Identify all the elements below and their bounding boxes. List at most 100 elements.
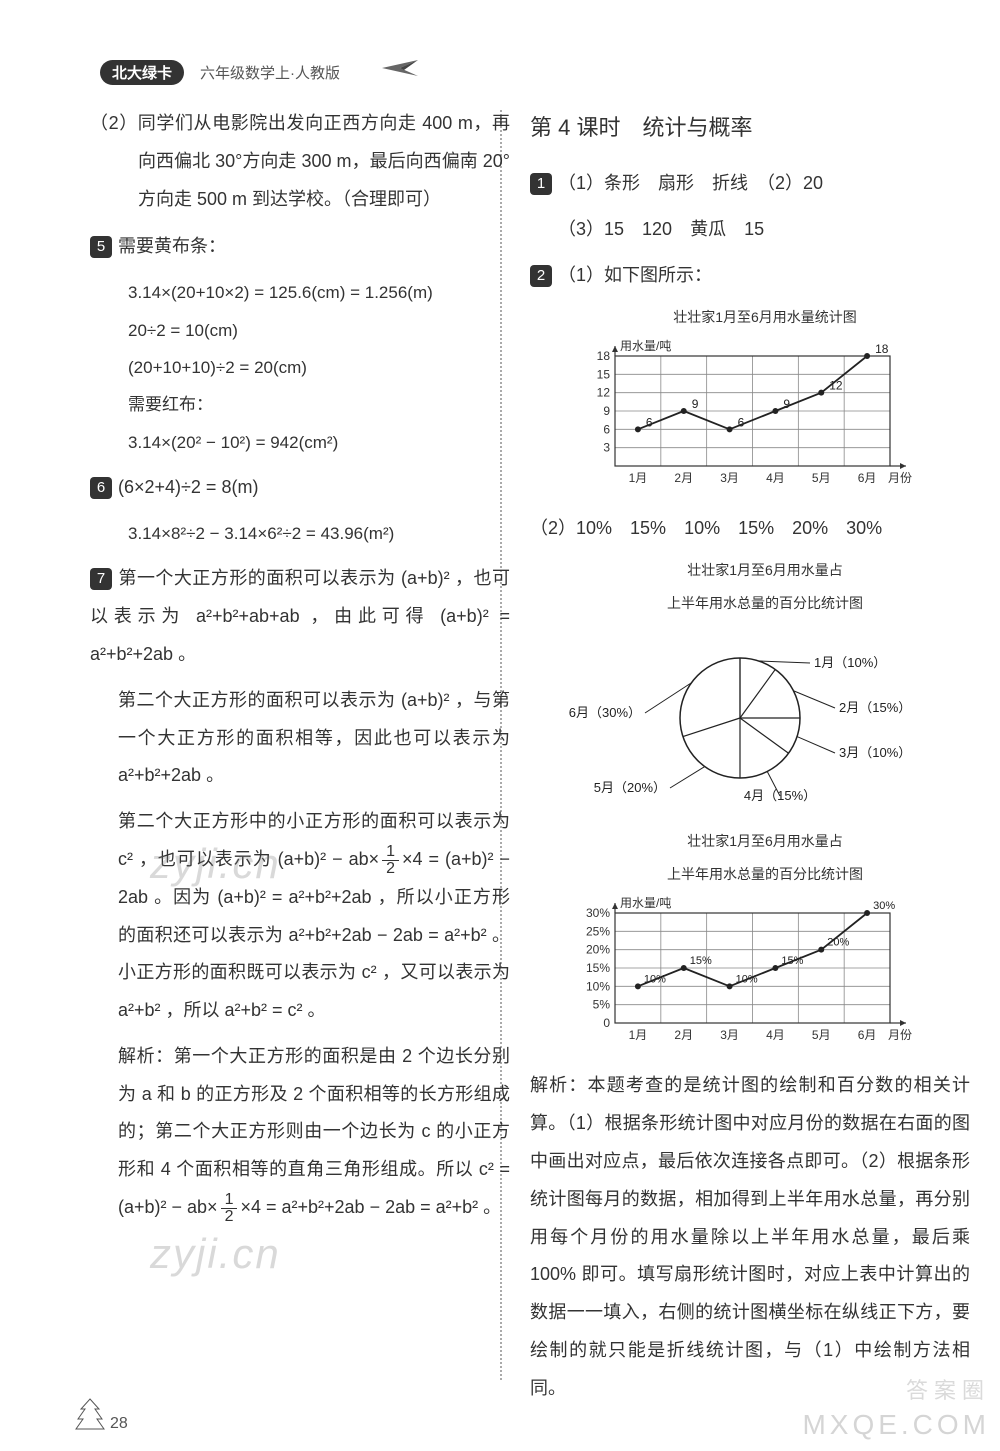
svg-text:5%: 5% xyxy=(593,998,611,1012)
svg-text:6月: 6月 xyxy=(858,471,877,485)
svg-text:3: 3 xyxy=(603,441,610,455)
svg-text:2月: 2月 xyxy=(674,471,693,485)
page-header: 北大绿卡 六年级数学上·人教版 xyxy=(0,20,1000,90)
svg-text:4月: 4月 xyxy=(766,471,785,485)
svg-text:5月: 5月 xyxy=(812,1028,831,1042)
svg-text:9: 9 xyxy=(692,397,699,411)
svg-text:1月: 1月 xyxy=(629,471,648,485)
svg-text:30%: 30% xyxy=(873,900,895,912)
analysis: 解析：本题考查的是统计图的绘制和百分数的相关计算。（1）根据条形统计图中对应月份… xyxy=(530,1067,970,1407)
chart3-svg: 用水量/吨 0 5% 10% 15% 20% 25% 30% 1月 2月 3月 4月 5月 6月月份 10%… xyxy=(560,893,920,1053)
num-5: 5 xyxy=(90,236,112,258)
fraction-half-2: 12 xyxy=(221,1192,238,1225)
chart1-title: 壮壮家1月至6月用水量统计图 xyxy=(560,303,970,332)
svg-text:10%: 10% xyxy=(644,974,666,986)
watermark-mid-1: zyji.cn xyxy=(150,840,281,888)
page-number: 28 xyxy=(110,1415,128,1433)
pie-chart: 壮壮家1月至6月用水量占 上半年用水总量的百分比统计图 1月（10%） 2月（15… xyxy=(560,556,970,813)
svg-text:用水量/吨: 用水量/吨 xyxy=(620,896,671,910)
num-r1: 1 xyxy=(530,173,552,195)
svg-text:4月（15%）: 4月（15%） xyxy=(744,788,816,803)
svg-text:1月: 1月 xyxy=(629,1028,648,1042)
num-6: 6 xyxy=(90,477,112,499)
question-7-p1: 7第一个大正方形的面积可以表示为 (a+b)² ，也可以表示为 a²+b²+ab… xyxy=(90,560,510,673)
r-q1-a: 1（1）条形 扇形 折线 （2）20 xyxy=(530,165,970,203)
num-r2: 2 xyxy=(530,265,552,287)
pie-title1: 壮壮家1月至6月用水量占 xyxy=(560,556,970,585)
svg-text:15: 15 xyxy=(597,367,611,381)
paper-plane-icon xyxy=(380,58,420,78)
r-q1-b: （3）15 120 黄瓜 15 xyxy=(530,211,970,249)
q7-p2: 第二个大正方形的面积可以表示为 (a+b)² ，与第一个大正方形的面积相等，因此… xyxy=(90,682,510,795)
svg-text:18: 18 xyxy=(597,349,611,363)
chart3-title2: 上半年用水总量的百分比统计图 xyxy=(560,860,970,889)
svg-text:1月（10%）: 1月（10%） xyxy=(814,655,886,670)
svg-text:20%: 20% xyxy=(586,943,610,957)
tree-icon xyxy=(75,1397,105,1431)
q6-calc-2: 3.14×8²÷2 − 3.14×6²÷2 = 43.96(m²) xyxy=(90,515,510,552)
q7-p4-b: ×4 = a²+b²+2ab − 2ab = a²+b² 。 xyxy=(240,1197,501,1217)
svg-text:月份: 月份 xyxy=(888,471,912,485)
svg-text:0: 0 xyxy=(603,1016,610,1030)
svg-text:15%: 15% xyxy=(690,955,712,967)
svg-text:12: 12 xyxy=(829,379,843,393)
question-2: （2）同学们从电影院出发向正西方向走 400 m，再向西偏北 30°方向走 30… xyxy=(90,105,510,218)
svg-text:6: 6 xyxy=(603,422,610,436)
right-column: 第 4 课时 统计与概率 1（1）条形 扇形 折线 （2）20 （3）15 12… xyxy=(530,105,970,1416)
svg-text:15%: 15% xyxy=(781,955,803,967)
series-badge: 北大绿卡 xyxy=(100,60,184,85)
q7-p4: 解析：第一个大正方形的面积是由 2 个边长分别为 a 和 b 的正方形及 2 个… xyxy=(90,1038,510,1227)
svg-text:3月（10%）: 3月（10%） xyxy=(839,745,911,760)
svg-text:20%: 20% xyxy=(827,937,849,949)
svg-text:15%: 15% xyxy=(586,961,610,975)
svg-text:3月: 3月 xyxy=(720,1028,739,1042)
q5-calc-3: (20+10+10)÷2 = 20(cm) xyxy=(90,349,510,386)
chart1-svg: 用水量/吨 3 6 9 12 15 18 1月 2月 3月 4月 5月 6月月份 6 9 6 9 12 18 xyxy=(560,336,920,496)
svg-text:12: 12 xyxy=(597,386,611,400)
q6-calc-1: (6×2+4)÷2 = 8(m) xyxy=(118,477,258,497)
q5-text: 需要黄布条： xyxy=(118,236,226,256)
r-q2-b: （2）10% 15% 10% 15% 20% 30% xyxy=(530,510,970,548)
pie-title2: 上半年用水总量的百分比统计图 xyxy=(560,589,970,618)
svg-text:25%: 25% xyxy=(586,925,610,939)
svg-text:5月（20%）: 5月（20%） xyxy=(594,780,666,795)
svg-text:3月: 3月 xyxy=(720,471,739,485)
watermark-cn: 答案圈 xyxy=(906,1373,990,1405)
svg-text:18: 18 xyxy=(875,342,889,356)
lesson-title: 第 4 课时 统计与概率 xyxy=(530,105,970,151)
chart3-title1: 壮壮家1月至6月用水量占 xyxy=(560,827,970,856)
svg-text:2月（15%）: 2月（15%） xyxy=(839,700,911,715)
r-q2-a: 2（1）如下图所示： xyxy=(530,257,970,295)
left-column: （2）同学们从电影院出发向正西方向走 400 m，再向西偏北 30°方向走 30… xyxy=(90,105,510,1235)
svg-text:6: 6 xyxy=(646,415,653,429)
q7-p3: 第二个大正方形中的小正方形的面积可以表示为 c² ，也可以表示为 (a+b)² … xyxy=(90,803,510,1030)
svg-text:用水量/吨: 用水量/吨 xyxy=(620,339,671,353)
line-chart-2: 壮壮家1月至6月用水量占 上半年用水总量的百分比统计图 用水量/吨 0 5% 10% 1… xyxy=(560,827,970,1054)
pie-svg: 1月（10%） 2月（15%） 3月（10%） 4月（15%） 5月（20%） 6月（30… xyxy=(560,623,940,813)
svg-text:6月（30%）: 6月（30%） xyxy=(569,705,641,720)
svg-text:6: 6 xyxy=(738,415,745,429)
book-subtitle: 六年级数学上·人教版 xyxy=(200,62,340,83)
line-chart-1: 壮壮家1月至6月用水量统计图 用水量/吨 3 6 9 12 15 18 1月 2月 3月 4月 5月 6… xyxy=(560,303,970,496)
svg-text:10%: 10% xyxy=(586,980,610,994)
question-5: 5 需要黄布条： xyxy=(90,228,510,266)
q7-p4-a: 解析：第一个大正方形的面积是由 2 个边长分别为 a 和 b 的正方形及 2 个… xyxy=(118,1046,510,1217)
q5-text2: 需要红布： xyxy=(90,386,510,423)
svg-text:9: 9 xyxy=(783,397,790,411)
svg-text:月份: 月份 xyxy=(888,1028,912,1042)
q7-p1: 第一个大正方形的面积可以表示为 (a+b)² ，也可以表示为 a²+b²+ab+… xyxy=(90,568,510,664)
watermark-mid-2: zyji.cn xyxy=(150,1230,281,1278)
fraction-half-1: 12 xyxy=(382,844,399,877)
question-6: 6 (6×2+4)÷2 = 8(m) xyxy=(90,469,510,507)
q5-calc-4: 3.14×(20² − 10²) = 942(cm²) xyxy=(90,424,510,461)
svg-text:30%: 30% xyxy=(586,906,610,920)
q5-calc-1: 3.14×(20+10×2) = 125.6(cm) = 1.256(m) xyxy=(90,274,510,311)
watermark-site: MXQE.COM xyxy=(802,1409,990,1441)
svg-text:9: 9 xyxy=(603,404,610,418)
svg-text:4月: 4月 xyxy=(766,1028,785,1042)
num-7: 7 xyxy=(90,568,112,590)
svg-text:10%: 10% xyxy=(736,974,758,986)
svg-text:2月: 2月 xyxy=(674,1028,693,1042)
svg-text:6月: 6月 xyxy=(858,1028,877,1042)
svg-text:5月: 5月 xyxy=(812,471,831,485)
